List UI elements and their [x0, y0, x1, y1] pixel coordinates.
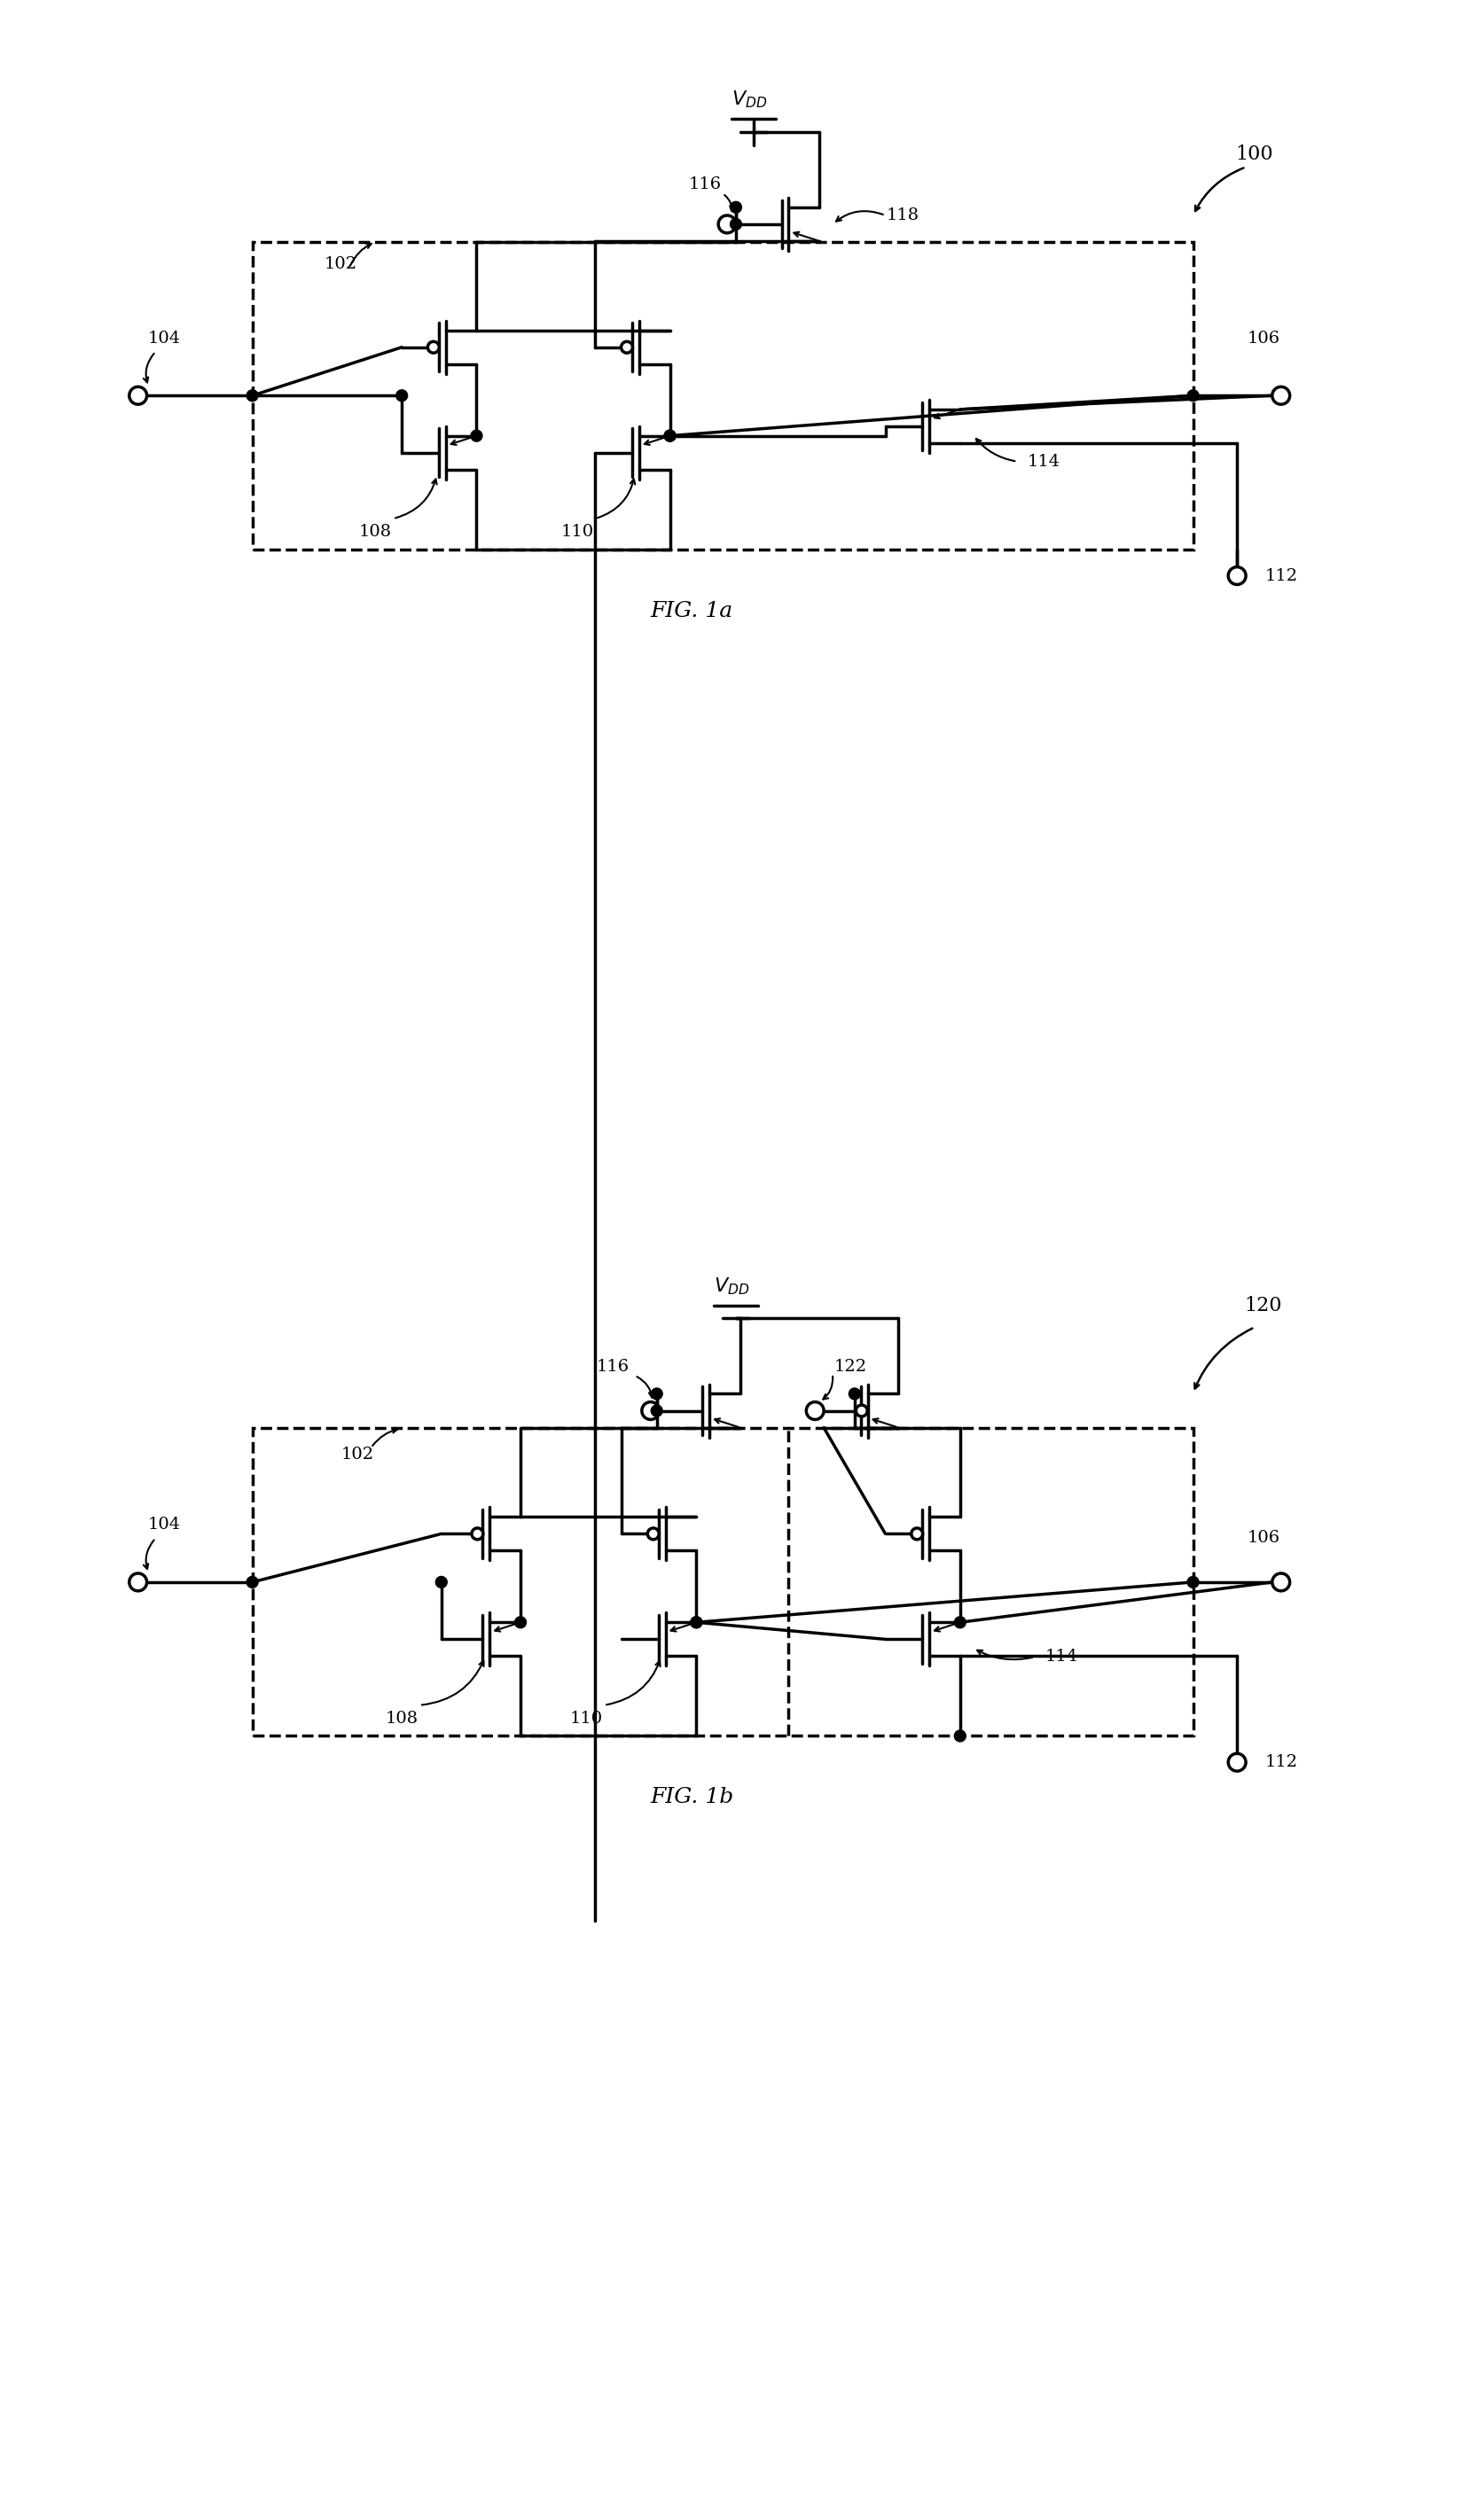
Text: 104: 104	[148, 330, 181, 345]
Text: FIG. 1b: FIG. 1b	[650, 1787, 734, 1807]
Text: 108: 108	[385, 1711, 418, 1726]
Text: 120: 120	[1245, 1295, 1282, 1315]
Text: 112: 112	[1264, 1754, 1298, 1769]
Text: $V_{DD}$: $V_{DD}$	[732, 88, 767, 111]
Circle shape	[954, 1731, 966, 1741]
Circle shape	[471, 431, 483, 441]
Circle shape	[691, 1618, 702, 1628]
Text: 104: 104	[148, 1517, 181, 1532]
Circle shape	[1188, 1578, 1198, 1588]
Circle shape	[648, 1527, 658, 1540]
Text: 114: 114	[1045, 1648, 1078, 1666]
Circle shape	[1188, 391, 1198, 401]
Text: 114: 114	[1027, 454, 1061, 469]
Circle shape	[515, 1618, 527, 1628]
Text: 108: 108	[358, 524, 392, 539]
Text: 100: 100	[1236, 144, 1273, 164]
Circle shape	[247, 391, 257, 401]
Circle shape	[427, 343, 439, 353]
Circle shape	[622, 343, 632, 353]
Circle shape	[664, 431, 676, 441]
Circle shape	[806, 1401, 824, 1419]
Circle shape	[129, 1572, 146, 1590]
Text: 102: 102	[341, 1446, 375, 1462]
Circle shape	[911, 1527, 923, 1540]
Text: 106: 106	[1246, 1530, 1280, 1547]
Circle shape	[1273, 1572, 1290, 1590]
Text: 106: 106	[1246, 330, 1280, 345]
Circle shape	[730, 202, 742, 214]
Text: 110: 110	[562, 524, 594, 539]
Text: 116: 116	[689, 176, 721, 192]
Circle shape	[718, 214, 736, 232]
Text: 118: 118	[887, 207, 919, 224]
Text: 122: 122	[834, 1358, 866, 1376]
Circle shape	[730, 219, 742, 229]
Text: 116: 116	[597, 1358, 629, 1376]
Circle shape	[954, 1618, 966, 1628]
Circle shape	[1273, 386, 1290, 403]
Circle shape	[396, 391, 408, 401]
Circle shape	[129, 386, 146, 403]
Circle shape	[1229, 567, 1246, 585]
Circle shape	[691, 1618, 702, 1628]
Circle shape	[471, 1527, 483, 1540]
Circle shape	[849, 1389, 860, 1399]
Circle shape	[436, 1578, 448, 1588]
Text: $V_{DD}$: $V_{DD}$	[714, 1275, 749, 1295]
Circle shape	[651, 1406, 663, 1416]
Circle shape	[651, 1389, 663, 1399]
Text: 112: 112	[1264, 567, 1298, 585]
Text: FIG. 1a: FIG. 1a	[651, 600, 733, 620]
Circle shape	[856, 1406, 868, 1416]
Circle shape	[247, 1578, 257, 1588]
Text: 110: 110	[571, 1711, 603, 1726]
Circle shape	[1229, 1754, 1246, 1772]
Text: 102: 102	[323, 255, 357, 272]
Circle shape	[642, 1401, 660, 1419]
Circle shape	[664, 431, 676, 441]
